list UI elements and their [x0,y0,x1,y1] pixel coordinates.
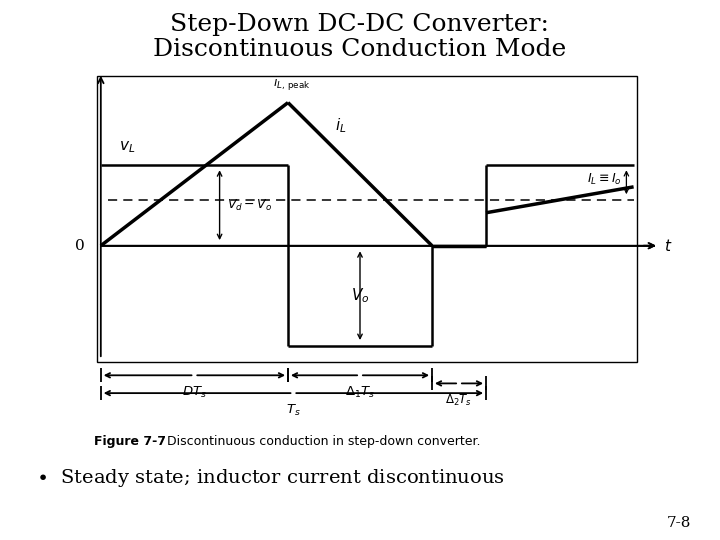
Text: Discontinuous conduction in step-down converter.: Discontinuous conduction in step-down co… [155,435,480,448]
Text: $t$: $t$ [664,238,672,254]
Text: $\bullet$  Steady state; inductor current discontinuous: $\bullet$ Steady state; inductor current… [36,467,505,489]
Text: $\Delta_1 T_s$: $\Delta_1 T_s$ [345,385,375,400]
Text: Discontinuous Conduction Mode: Discontinuous Conduction Mode [153,38,567,61]
Text: $v_L$: $v_L$ [119,139,135,155]
Text: $T_s$: $T_s$ [286,403,301,418]
Text: 7-8: 7-8 [667,516,691,530]
Text: Step-Down DC-DC Converter:: Step-Down DC-DC Converter: [171,14,549,37]
Text: 0: 0 [75,239,85,253]
Text: Figure 7-7: Figure 7-7 [94,435,166,448]
Text: $i_{L,\,\rm peak}$: $i_{L,\,\rm peak}$ [273,75,310,93]
Text: $I_L \equiv I_o$: $I_L \equiv I_o$ [587,172,621,187]
Text: $\Delta_2 T_s$: $\Delta_2 T_s$ [446,393,472,408]
Text: $V_o$: $V_o$ [351,286,369,305]
Text: $i_L$: $i_L$ [335,116,346,135]
Bar [97,76,637,362]
Text: $DT_s$: $DT_s$ [182,385,207,400]
Text: $V_d - V_o$: $V_d - V_o$ [227,198,272,213]
